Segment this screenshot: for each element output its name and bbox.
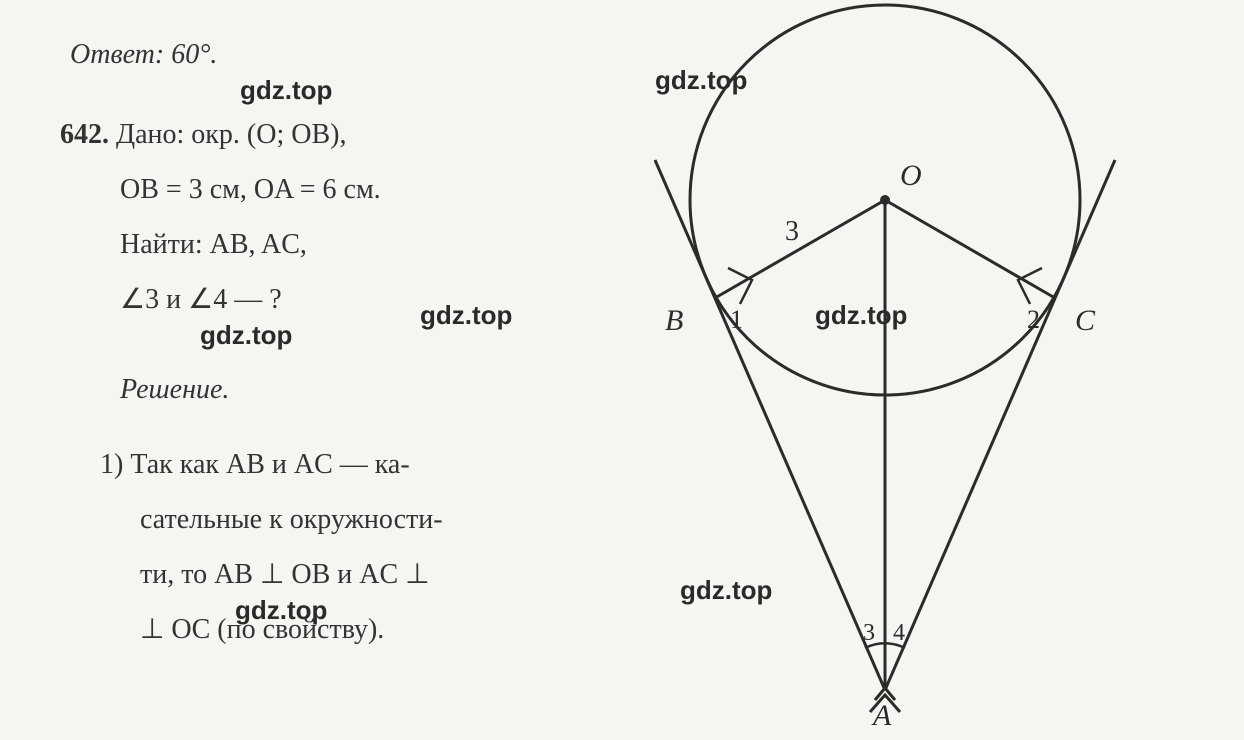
tangent-AB	[655, 160, 885, 690]
label-angle1: 1	[730, 305, 743, 334]
geometry-diagram: O B C A 3 1 2 3 4	[600, 0, 1244, 740]
line-OB	[715, 200, 885, 298]
label-B: B	[665, 304, 683, 337]
label-angle3: 3	[863, 620, 875, 646]
label-angle4: 4	[893, 620, 905, 646]
watermark: gdz.top	[240, 75, 332, 106]
tangent-AC	[885, 160, 1115, 690]
watermark: gdz.top	[420, 300, 512, 331]
page: Ответ: 60°. 642. Дано: окр. (O; OB), OB …	[0, 0, 1244, 736]
label-radius: 3	[785, 216, 799, 247]
step1-line2: сательные к окружности-	[140, 500, 443, 539]
right-angle-C	[1018, 268, 1042, 304]
label-C: C	[1075, 304, 1096, 337]
find-line1: Найти: AB, AC,	[120, 225, 307, 264]
watermark: gdz.top	[200, 320, 292, 351]
right-angle-B	[728, 268, 752, 304]
label-A: A	[871, 699, 892, 732]
solution-label: Решение.	[120, 370, 229, 409]
answer-line: Ответ: 60°.	[70, 35, 217, 74]
label-O: O	[900, 159, 922, 192]
find-line2: ∠3 и ∠4 — ?	[120, 280, 282, 319]
line-OC	[885, 200, 1055, 298]
problem-number: 642.	[60, 119, 109, 150]
answer-text: Ответ: 60°.	[70, 39, 217, 70]
problem-header: 642. Дано: окр. (O; OB),	[60, 115, 346, 154]
given-line2: OB = 3 см, OA = 6 см.	[120, 170, 381, 209]
watermark: gdz.top	[235, 595, 327, 626]
step1-line3: ти, то AB ⊥ OB и AC ⊥	[140, 555, 430, 594]
given-text: Дано: окр. (O; OB),	[116, 119, 346, 150]
label-angle2: 2	[1027, 305, 1040, 334]
step1-line1: 1) Так как AB и AC — ка-	[100, 445, 410, 484]
